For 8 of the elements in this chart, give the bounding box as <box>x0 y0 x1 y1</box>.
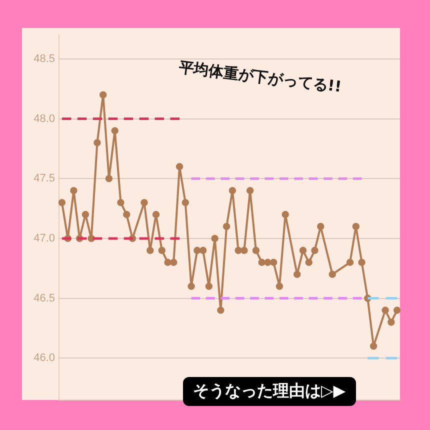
annotation: 平均体重が下がってる!! <box>178 58 342 97</box>
y-tick-label: 48.0 <box>34 112 55 125</box>
y-tick-label: 46.5 <box>34 292 55 304</box>
annotation: そうなった理由は▷▶ <box>183 377 356 406</box>
y-tick-label: 48.5 <box>34 52 55 65</box>
y-tick-label: 47.0 <box>34 232 55 244</box>
y-tick-label: 47.5 <box>34 172 55 185</box>
y-tick-label: 46.0 <box>34 352 55 364</box>
